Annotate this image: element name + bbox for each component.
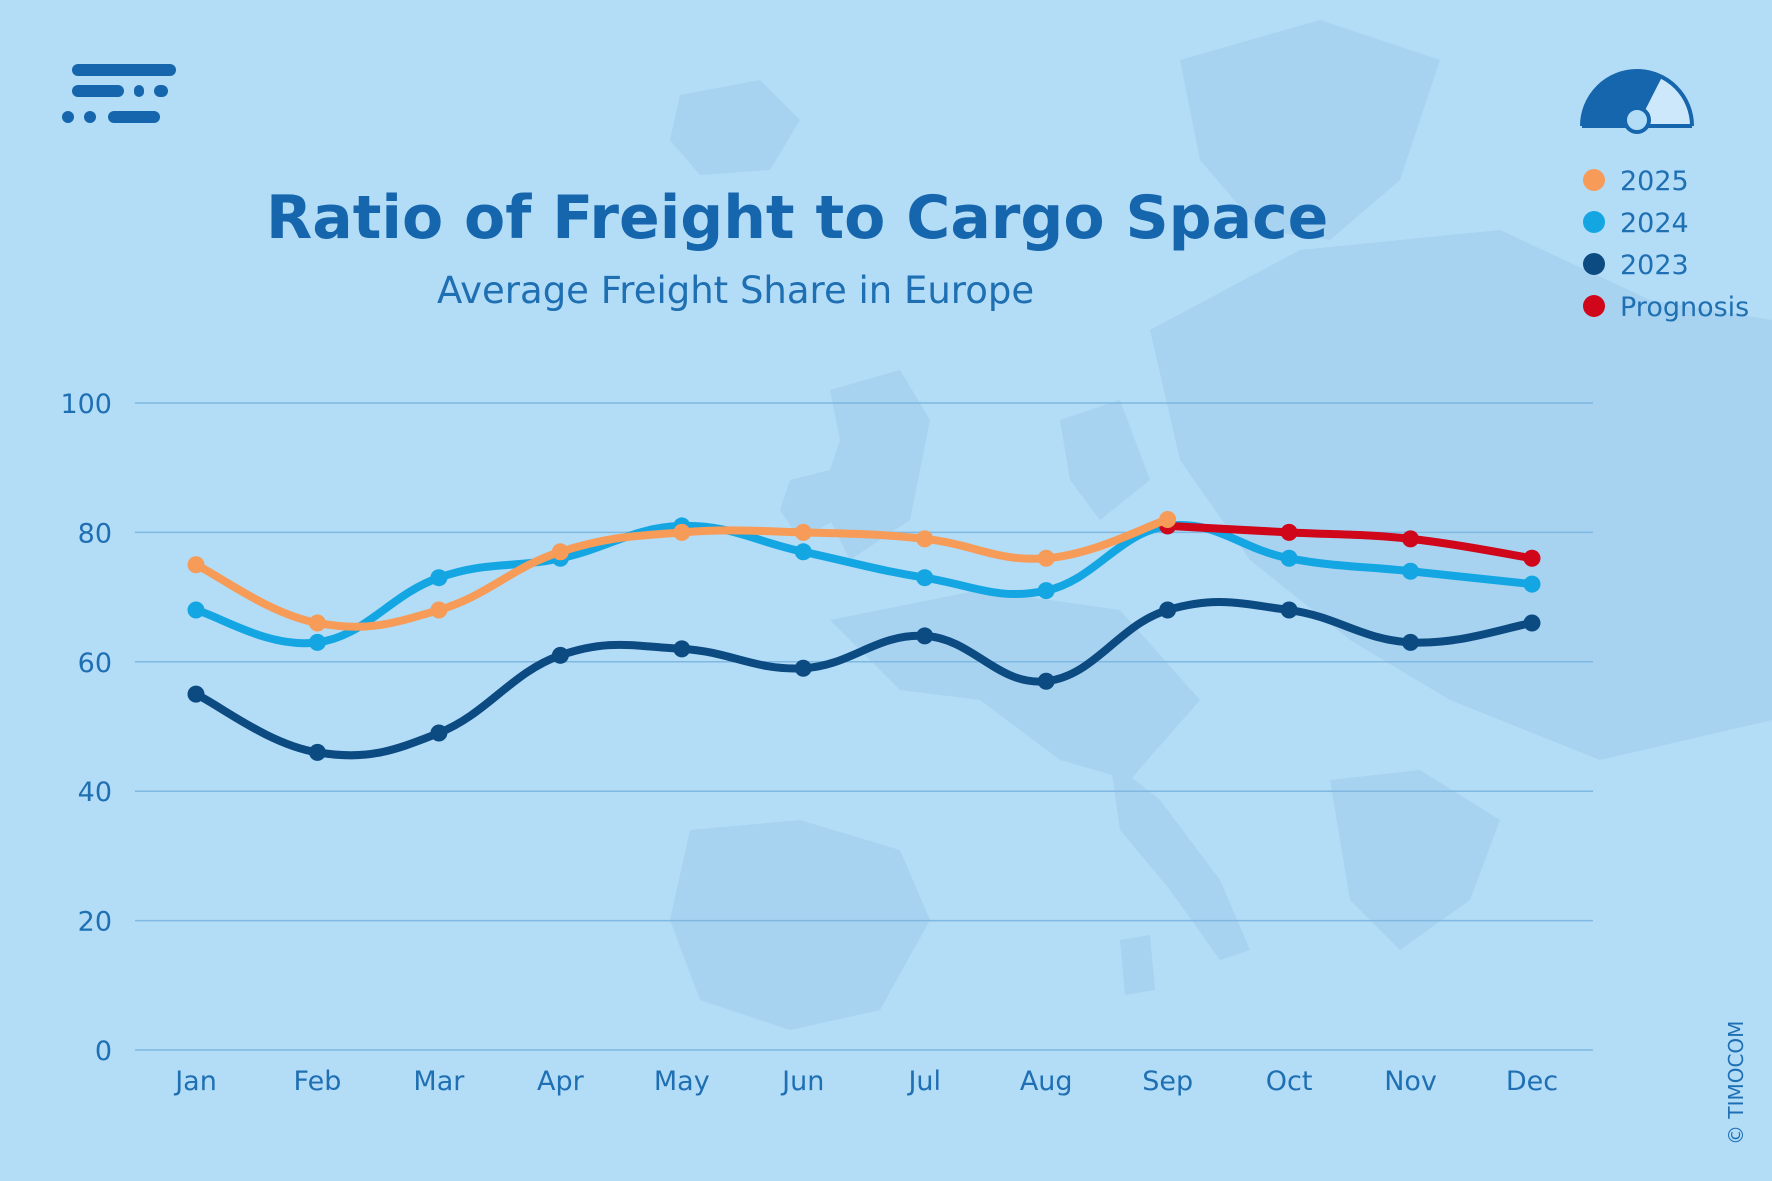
- chart-title: Ratio of Freight to Cargo Space: [266, 183, 1328, 253]
- data-point: [1523, 575, 1541, 593]
- timocom-logo: [62, 64, 176, 123]
- data-point: [1037, 582, 1055, 600]
- x-tick-label: Jul: [906, 1066, 941, 1097]
- y-tick-label: 80: [78, 518, 112, 549]
- data-point: [794, 523, 812, 541]
- data-point: [430, 569, 448, 587]
- series-2023: [187, 598, 1541, 761]
- data-point: [1280, 549, 1298, 567]
- x-tick-label: Jun: [780, 1066, 824, 1097]
- x-tick-label: Apr: [537, 1066, 585, 1097]
- y-tick-label: 40: [78, 777, 112, 808]
- x-tick-label: Nov: [1384, 1066, 1437, 1097]
- legend-marker: [1583, 253, 1605, 275]
- legend-label: 2025: [1620, 166, 1689, 197]
- series-layer: [187, 510, 1541, 761]
- data-point: [430, 601, 448, 619]
- data-point: [1402, 562, 1420, 580]
- x-tick-label: Sep: [1142, 1066, 1193, 1097]
- data-point: [1037, 672, 1055, 690]
- series-line: [192, 598, 1536, 760]
- series-2025: [187, 510, 1177, 632]
- data-point: [1523, 614, 1541, 632]
- data-point: [308, 743, 326, 761]
- data-point: [187, 601, 205, 619]
- gauge-icon: [1580, 69, 1694, 134]
- x-axis: Jan Feb Mar Apr May Jun Jul Aug Sep Oct Nov Dec: [173, 1066, 1558, 1097]
- x-tick-label: Oct: [1266, 1066, 1313, 1097]
- data-point: [916, 530, 934, 548]
- legend-marker: [1583, 169, 1605, 191]
- x-tick-label: May: [654, 1066, 710, 1097]
- data-point: [430, 724, 448, 742]
- data-point: [187, 685, 205, 703]
- x-tick-label: Mar: [413, 1066, 465, 1097]
- y-tick-label: 20: [78, 907, 112, 938]
- data-point: [794, 659, 812, 677]
- data-point: [916, 627, 934, 645]
- data-point: [551, 646, 569, 664]
- series-line: [192, 521, 1536, 648]
- credit-text: © TIMOCOM: [1724, 1021, 1748, 1145]
- data-point: [1159, 601, 1177, 619]
- data-point: [1523, 549, 1541, 567]
- series-line: [1163, 521, 1536, 563]
- data-point: [1402, 633, 1420, 651]
- data-point: [1159, 510, 1177, 528]
- data-point: [794, 543, 812, 561]
- series-prognosis: [1159, 517, 1541, 567]
- y-tick-label: 0: [95, 1036, 112, 1067]
- data-point: [1280, 601, 1298, 619]
- legend-marker: [1583, 295, 1605, 317]
- data-point: [1280, 523, 1298, 541]
- data-point: [308, 633, 326, 651]
- legend-label: 2023: [1620, 250, 1689, 281]
- data-point: [187, 556, 205, 574]
- data-point: [308, 614, 326, 632]
- x-tick-label: Dec: [1506, 1066, 1558, 1097]
- legend-label: Prognosis: [1620, 292, 1749, 323]
- x-tick-label: Aug: [1020, 1066, 1073, 1097]
- data-point: [551, 543, 569, 561]
- x-tick-label: Jan: [173, 1066, 217, 1097]
- x-tick-label: Feb: [294, 1066, 342, 1097]
- data-point: [1402, 530, 1420, 548]
- data-point: [673, 523, 691, 541]
- legend-marker: [1583, 211, 1605, 233]
- legend-label: 2024: [1620, 208, 1689, 239]
- data-point: [1037, 549, 1055, 567]
- y-tick-label: 60: [78, 648, 112, 679]
- legend: 2025 2024 2023 Prognosis: [1583, 166, 1749, 323]
- data-point: [673, 640, 691, 658]
- y-axis: 0 20 40 60 80 100: [60, 389, 112, 1067]
- y-tick-label: 100: [60, 389, 112, 420]
- chart-subtitle: Average Freight Share in Europe: [437, 269, 1034, 312]
- data-point: [916, 569, 934, 587]
